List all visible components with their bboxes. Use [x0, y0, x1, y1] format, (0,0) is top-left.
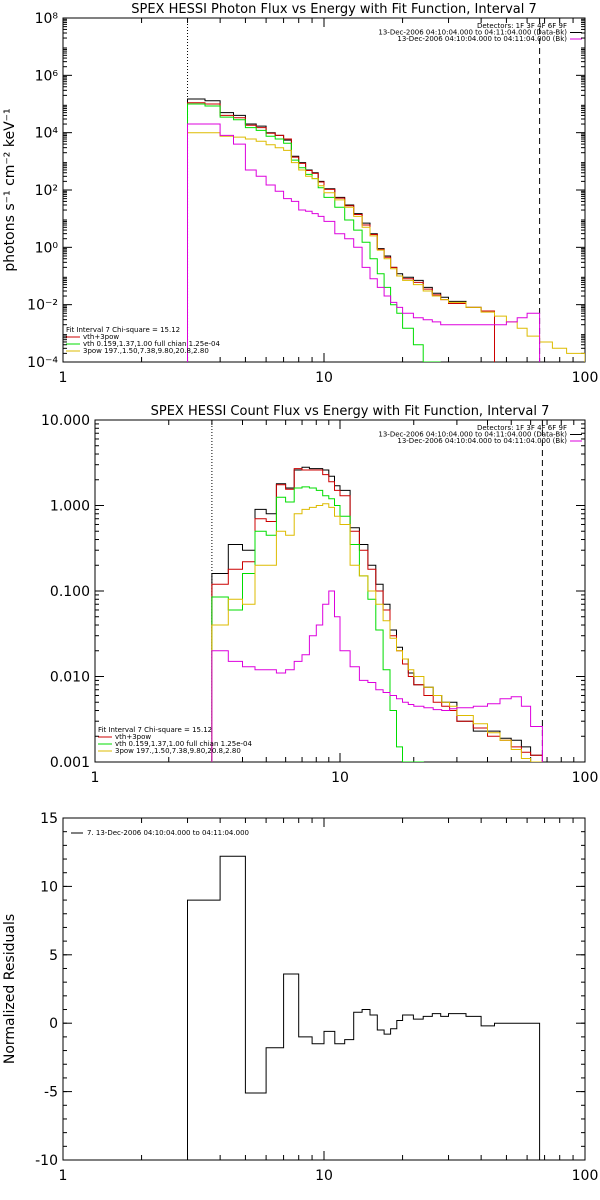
- y-tick-label: 15: [40, 811, 58, 827]
- series-line: [211, 503, 543, 762]
- x-tick-label: 100: [572, 1168, 599, 1184]
- series-line: [211, 590, 543, 762]
- y-tick-label: 10²: [35, 183, 58, 199]
- y-tick-label: 10⁻⁴: [27, 355, 58, 371]
- y-tick-label: 1.000: [50, 499, 90, 515]
- y-tick-label: 0.010: [50, 670, 90, 686]
- plot-frame: [94, 419, 586, 763]
- series-line: [187, 132, 585, 362]
- legend-top-left: 7. 13-Dec-2006 04:10:04.000 to 04:11:04.…: [71, 829, 249, 837]
- y-tick-label: 0.001: [50, 755, 90, 771]
- series-line: [211, 486, 424, 762]
- legend-entry: vth 0.159,1.37,1.00 full chian 1.25e-04: [115, 740, 253, 748]
- series-line: [211, 466, 543, 762]
- chart-panel-2: SPEX HESSI Count Flux vs Energy with Fit…: [41, 404, 598, 786]
- legend-entry: 3pow 197.,1.50,7.38,9.80,20.8,2.80: [83, 347, 209, 355]
- y-tick-label: 10⁶: [35, 68, 59, 84]
- x-tick-label: 10: [331, 770, 349, 786]
- x-tick-label: 100: [572, 370, 599, 386]
- y-tick-label: -5: [44, 1085, 58, 1101]
- y-axis-label: photons s⁻¹ cm⁻² keV⁻¹: [2, 108, 18, 271]
- y-tick-label: 10⁻²: [27, 298, 58, 314]
- x-tick-label: 1: [91, 770, 100, 786]
- legend-entry: vth+3pow: [115, 733, 151, 741]
- y-tick-label: 0.100: [50, 584, 90, 600]
- series-line: [187, 103, 441, 362]
- legend-entry: vth+3pow: [83, 333, 119, 341]
- x-tick-label: 1: [59, 370, 68, 386]
- legend-entry: Detectors: 1F 3F 4F 6F 9F: [477, 424, 567, 432]
- legend-entry: vth 0.159,1.37,1.00 full chian 1.25e-04: [83, 340, 221, 348]
- chart-title: SPEX HESSI Count Flux vs Energy with Fit…: [151, 404, 550, 419]
- x-tick-label: 10: [315, 1168, 333, 1184]
- legend-entry: Detectors: 1F 3F 4F 6F 9F: [477, 22, 567, 30]
- series-group: [187, 855, 541, 1160]
- y-axis-label: Normalized Residuals: [2, 914, 18, 1064]
- y-tick-label: 10⁰: [35, 240, 59, 256]
- legend-entry: 13-Dec-2006 04:10:04.000 to 04:11:04.000…: [397, 35, 567, 43]
- legend-entry: 13-Dec-2006 04:10:04.000 to 04:11:04.000…: [378, 29, 567, 37]
- legend-entry: 13-Dec-2006 04:10:04.000 to 04:11:04.000…: [378, 431, 567, 439]
- legend-entry: Fit Interval 7 Chi-square = 15.12: [98, 726, 212, 734]
- series-line: [211, 468, 543, 762]
- plot-frame: [62, 817, 586, 1161]
- legend-bottom-left: Fit Interval 7 Chi-square = 15.12vth+3po…: [66, 326, 221, 355]
- legend-entry: 13-Dec-2006 04:10:04.000 to 04:11:04.000…: [397, 437, 567, 445]
- series-line: [187, 123, 541, 362]
- legend-entry: 7. 13-Dec-2006 04:10:04.000 to 04:11:04.…: [87, 829, 249, 837]
- legend-entry: Fit Interval 7 Chi-square = 15.12: [66, 326, 180, 334]
- y-tick-label: 10: [40, 879, 58, 895]
- y-tick-label: 5: [49, 948, 58, 964]
- y-tick-label: 10⁴: [35, 126, 59, 142]
- x-tick-label: 1: [59, 1168, 68, 1184]
- chart-panel-3: 1 10 100 -10 -5 0 5 10 15 Normalized Residuals 7. …: [2, 811, 598, 1184]
- x-tick-label: 100: [572, 770, 599, 786]
- chart-title: SPEX HESSI Photon Flux vs Energy with Fi…: [131, 2, 537, 17]
- legend-entry: 3pow 197.,1.50,7.38,9.80,20.8,2.80: [115, 747, 241, 755]
- series-group: [187, 98, 585, 362]
- series-line: [187, 855, 541, 1160]
- series-group: [211, 466, 543, 762]
- y-tick-label: 10⁸: [35, 11, 59, 27]
- legend-bottom-left: Fit Interval 7 Chi-square = 15.12vth+3po…: [98, 726, 253, 755]
- y-tick-label: 10.000: [41, 413, 90, 429]
- y-tick-label: -10: [35, 1153, 58, 1169]
- y-tick-label: 0: [49, 1016, 58, 1032]
- x-tick-label: 10: [315, 370, 333, 386]
- chart-panel-1: SPEX HESSI Photon Flux vs Energy with Fi…: [2, 2, 598, 386]
